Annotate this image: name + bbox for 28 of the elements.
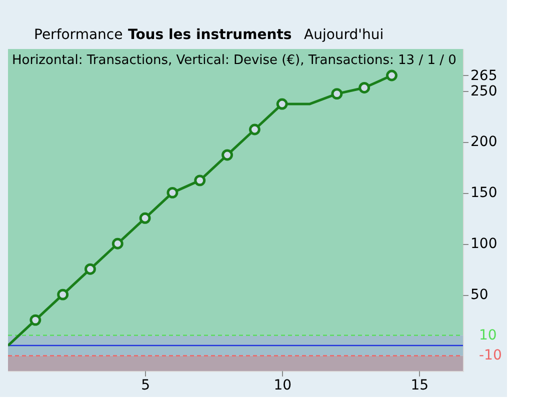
point [84, 263, 96, 275]
point [386, 70, 398, 82]
point [139, 212, 151, 224]
text: Aujourd'hui [304, 27, 384, 43]
y-tick-label: 100 [470, 236, 498, 252]
point [57, 288, 69, 300]
ref-line-label: -10 [479, 348, 502, 364]
point [194, 174, 206, 186]
point [112, 238, 124, 250]
y-tick-label: 200 [470, 134, 498, 150]
x-tick-label: 15 [410, 378, 429, 394]
point [30, 314, 42, 326]
y-tick-label: 265 [470, 68, 498, 84]
chart-title: Horizontal: Transactions, Vertical: Devise (€), Transactions: 13 / 1 / 0 [12, 53, 456, 68]
y-tick-label: 50 [470, 287, 488, 304]
point [222, 149, 233, 161]
text: Performance [34, 27, 123, 43]
y-tick-label: 150 [470, 185, 498, 202]
point [166, 186, 178, 198]
point [248, 124, 260, 136]
point [331, 88, 343, 100]
point [276, 98, 288, 110]
y-tick-label: 250 [470, 83, 498, 100]
x-tick-label: 10 [274, 378, 292, 394]
text: Tous les instruments [128, 27, 292, 43]
point [358, 82, 370, 94]
x-tick-label: 5 [141, 378, 150, 394]
ref-line-label: 10 [479, 327, 497, 344]
